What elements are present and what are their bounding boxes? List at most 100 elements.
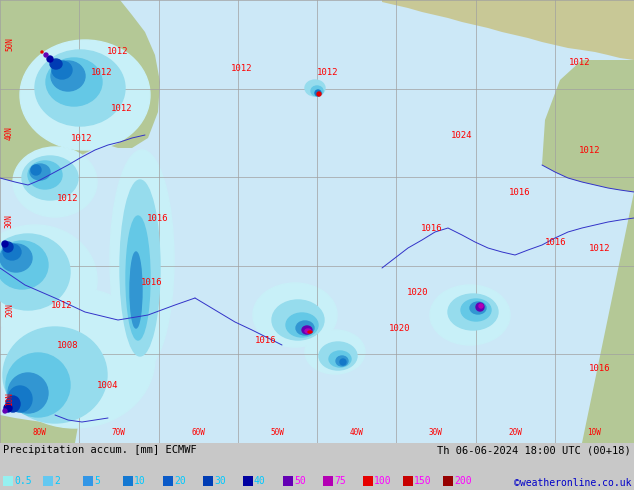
Ellipse shape bbox=[28, 161, 62, 189]
Text: 1016: 1016 bbox=[256, 336, 277, 344]
Text: 1012: 1012 bbox=[51, 300, 73, 310]
Ellipse shape bbox=[311, 86, 323, 96]
Ellipse shape bbox=[0, 234, 70, 310]
FancyBboxPatch shape bbox=[443, 476, 453, 486]
Ellipse shape bbox=[6, 353, 70, 417]
Ellipse shape bbox=[253, 283, 337, 347]
Text: 1016: 1016 bbox=[421, 223, 443, 232]
Text: 1012: 1012 bbox=[57, 194, 79, 202]
FancyBboxPatch shape bbox=[163, 476, 173, 486]
Text: 75: 75 bbox=[334, 476, 346, 486]
Ellipse shape bbox=[120, 180, 160, 356]
Ellipse shape bbox=[8, 386, 32, 412]
Ellipse shape bbox=[302, 326, 312, 334]
Ellipse shape bbox=[317, 92, 321, 96]
Ellipse shape bbox=[286, 313, 318, 337]
Text: 40N: 40N bbox=[5, 126, 14, 140]
Text: 10N: 10N bbox=[5, 392, 14, 406]
Text: 10: 10 bbox=[134, 476, 146, 486]
Text: 50W: 50W bbox=[271, 428, 284, 437]
Text: Th 06-06-2024 18:00 UTC (00+18): Th 06-06-2024 18:00 UTC (00+18) bbox=[437, 445, 631, 455]
Ellipse shape bbox=[448, 294, 498, 330]
Text: 1004: 1004 bbox=[97, 381, 119, 390]
Text: 1020: 1020 bbox=[407, 288, 429, 296]
FancyBboxPatch shape bbox=[203, 476, 213, 486]
Ellipse shape bbox=[0, 225, 97, 335]
FancyBboxPatch shape bbox=[323, 476, 333, 486]
Ellipse shape bbox=[329, 351, 351, 367]
Ellipse shape bbox=[305, 80, 325, 96]
FancyBboxPatch shape bbox=[243, 476, 253, 486]
Polygon shape bbox=[542, 60, 634, 443]
Text: 20W: 20W bbox=[508, 428, 522, 437]
Text: 60W: 60W bbox=[191, 428, 205, 437]
Ellipse shape bbox=[20, 40, 150, 150]
Text: 1016: 1016 bbox=[509, 188, 531, 196]
FancyBboxPatch shape bbox=[363, 476, 373, 486]
Ellipse shape bbox=[470, 302, 486, 314]
Ellipse shape bbox=[305, 330, 365, 374]
Text: 5: 5 bbox=[94, 476, 100, 486]
Text: 70W: 70W bbox=[112, 428, 126, 437]
Text: 1016: 1016 bbox=[147, 214, 169, 222]
Ellipse shape bbox=[308, 331, 312, 333]
Ellipse shape bbox=[35, 50, 125, 126]
Text: 0.5: 0.5 bbox=[14, 476, 32, 486]
Text: 1012: 1012 bbox=[569, 57, 591, 67]
Text: 150: 150 bbox=[414, 476, 432, 486]
Text: Precipitation accum. [mm] ECMWF: Precipitation accum. [mm] ECMWF bbox=[3, 445, 197, 455]
Ellipse shape bbox=[479, 304, 483, 308]
Ellipse shape bbox=[305, 329, 311, 333]
Text: 1012: 1012 bbox=[317, 68, 339, 76]
Text: 20: 20 bbox=[174, 476, 186, 486]
Ellipse shape bbox=[51, 61, 85, 91]
Ellipse shape bbox=[0, 288, 155, 428]
Text: 50: 50 bbox=[294, 476, 306, 486]
FancyBboxPatch shape bbox=[83, 476, 93, 486]
Text: 30N: 30N bbox=[5, 215, 14, 228]
FancyBboxPatch shape bbox=[43, 476, 53, 486]
Text: 30: 30 bbox=[214, 476, 226, 486]
Ellipse shape bbox=[3, 327, 107, 423]
Ellipse shape bbox=[130, 252, 142, 328]
Ellipse shape bbox=[30, 164, 50, 180]
Ellipse shape bbox=[13, 147, 97, 217]
Ellipse shape bbox=[430, 285, 510, 345]
Text: 1024: 1024 bbox=[451, 130, 473, 140]
Text: 40: 40 bbox=[254, 476, 266, 486]
Text: 1016: 1016 bbox=[545, 238, 567, 246]
Ellipse shape bbox=[296, 321, 314, 335]
FancyBboxPatch shape bbox=[3, 476, 13, 486]
Text: 50N: 50N bbox=[5, 37, 14, 51]
Ellipse shape bbox=[319, 342, 357, 370]
Text: ©weatheronline.co.uk: ©weatheronline.co.uk bbox=[514, 478, 631, 488]
Polygon shape bbox=[382, 0, 634, 60]
Ellipse shape bbox=[272, 300, 324, 340]
Text: 30W: 30W bbox=[429, 428, 443, 437]
Ellipse shape bbox=[31, 165, 41, 175]
Polygon shape bbox=[0, 415, 80, 443]
Text: 1012: 1012 bbox=[231, 64, 253, 73]
Text: 1012: 1012 bbox=[589, 244, 611, 252]
Ellipse shape bbox=[461, 299, 491, 321]
Ellipse shape bbox=[47, 56, 53, 62]
Ellipse shape bbox=[3, 244, 21, 260]
Text: 1012: 1012 bbox=[579, 146, 601, 154]
Text: 1016: 1016 bbox=[141, 277, 163, 287]
Ellipse shape bbox=[41, 51, 43, 53]
Text: 10W: 10W bbox=[588, 428, 601, 437]
Ellipse shape bbox=[3, 242, 13, 252]
Ellipse shape bbox=[126, 216, 150, 340]
Ellipse shape bbox=[44, 53, 48, 57]
Text: 1016: 1016 bbox=[589, 364, 611, 372]
Ellipse shape bbox=[22, 156, 78, 200]
Text: 80W: 80W bbox=[33, 428, 46, 437]
Text: 1020: 1020 bbox=[389, 323, 411, 333]
Ellipse shape bbox=[0, 244, 32, 272]
Ellipse shape bbox=[340, 359, 346, 365]
Text: 40W: 40W bbox=[350, 428, 363, 437]
Text: 1012: 1012 bbox=[111, 103, 133, 113]
Text: 20N: 20N bbox=[5, 303, 14, 317]
Ellipse shape bbox=[315, 90, 321, 96]
Text: 2: 2 bbox=[54, 476, 60, 486]
